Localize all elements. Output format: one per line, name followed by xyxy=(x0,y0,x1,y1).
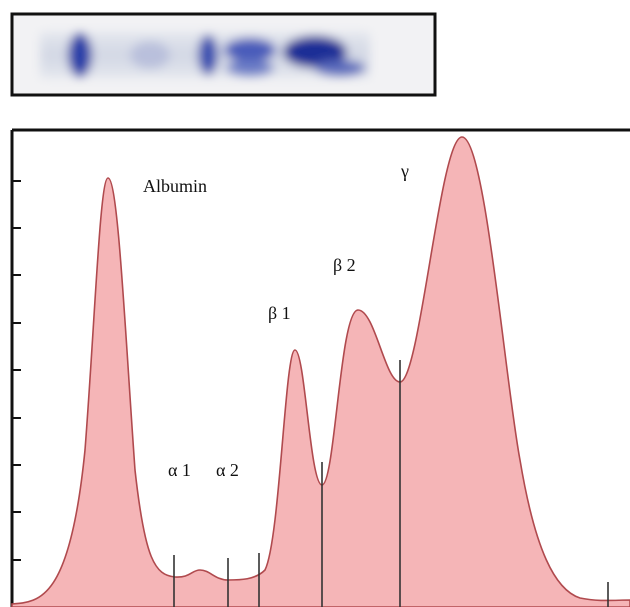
label-beta1: β 1 xyxy=(268,303,291,323)
fraction-separators xyxy=(173,360,609,607)
label-gamma: γ xyxy=(400,161,409,181)
axis-ticks xyxy=(12,180,21,561)
label-beta2: β 2 xyxy=(333,255,356,275)
density-curve xyxy=(11,136,630,607)
gel-strip xyxy=(10,12,437,97)
label-albumin: Albumin xyxy=(143,176,207,196)
label-alpha2: α 2 xyxy=(216,460,239,480)
label-alpha1: α 1 xyxy=(168,460,191,480)
